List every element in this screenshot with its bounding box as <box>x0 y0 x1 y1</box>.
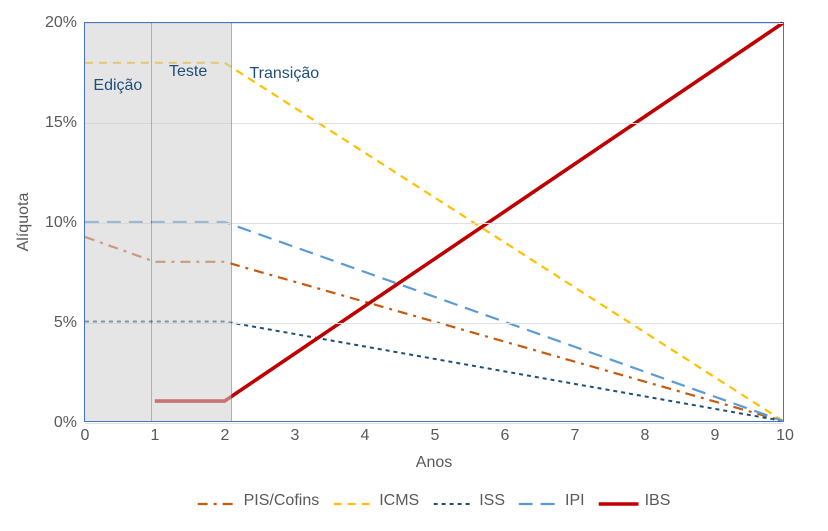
legend-label: IPI <box>565 492 585 510</box>
phase-label: Teste <box>169 63 207 81</box>
legend-item: IPI <box>519 492 585 510</box>
legend-label: ICMS <box>379 492 419 510</box>
x-tick-label: 8 <box>641 421 650 445</box>
x-tick-label: 3 <box>291 421 300 445</box>
legend-swatch <box>519 496 559 506</box>
x-tick-label: 7 <box>571 421 580 445</box>
legend-item: ISS <box>433 492 505 510</box>
chart-container: { "chart": { "type": "line", "width": 82… <box>0 0 828 531</box>
plot-area: 0%5%10%15%20%012345678910EdiçãoTesteTran… <box>84 22 784 422</box>
legend-swatch <box>433 496 473 506</box>
phase-label: Transição <box>250 65 320 83</box>
legend-item: IBS <box>599 492 671 510</box>
x-tick-label: 5 <box>431 421 440 445</box>
x-tick-label: 0 <box>81 421 90 445</box>
y-axis-label: Alíquota <box>15 193 33 252</box>
legend-item: ICMS <box>333 492 419 510</box>
y-tick-label: 10% <box>45 214 85 232</box>
y-tick-label: 20% <box>45 14 85 32</box>
y-tick-label: 15% <box>45 114 85 132</box>
legend-item: PIS/Cofins <box>198 492 320 510</box>
x-tick-label: 6 <box>501 421 510 445</box>
y-tick-label: 5% <box>54 314 85 332</box>
legend-swatch <box>198 496 238 506</box>
legend: PIS/Cofins ICMS ISS IPI IBS <box>198 492 671 510</box>
legend-swatch <box>599 496 639 506</box>
x-tick-label: 4 <box>361 421 370 445</box>
x-tick-label: 2 <box>221 421 230 445</box>
legend-label: IBS <box>645 492 671 510</box>
legend-label: PIS/Cofins <box>244 492 320 510</box>
phase-region <box>152 23 233 421</box>
x-axis-label: Anos <box>416 454 452 472</box>
legend-label: ISS <box>479 492 505 510</box>
x-tick-label: 9 <box>711 421 720 445</box>
phase-label: Edição <box>93 77 142 95</box>
x-tick-label: 1 <box>151 421 160 445</box>
x-tick-label: 10 <box>776 421 794 445</box>
legend-swatch <box>333 496 373 506</box>
